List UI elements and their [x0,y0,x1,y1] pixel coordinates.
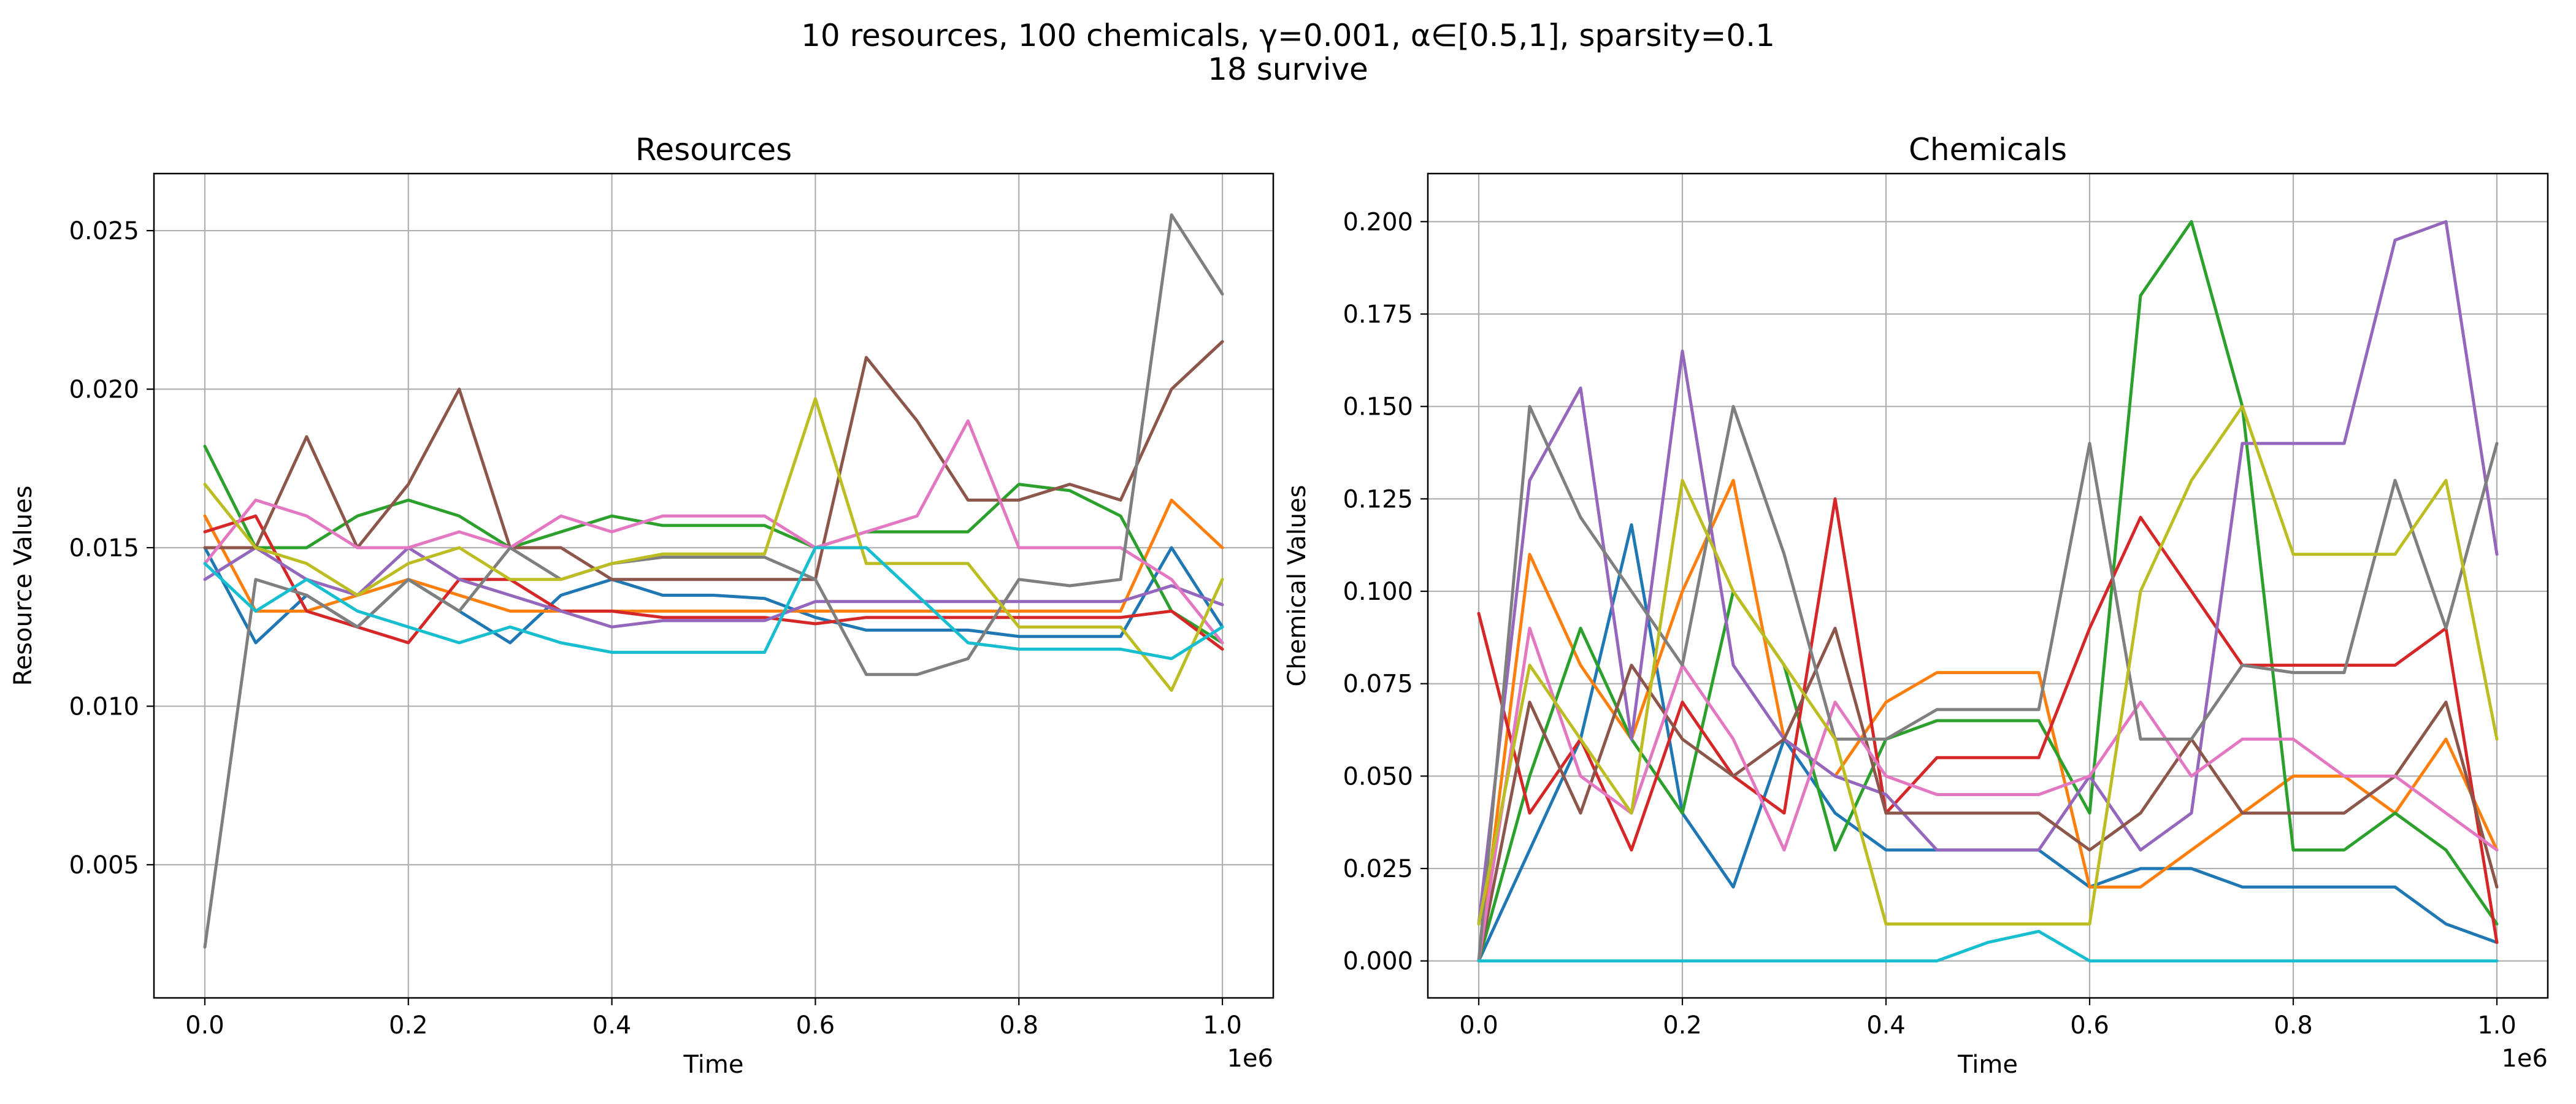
chemicals-x-tick-label: 0.2 [1663,1011,1702,1040]
chemicals-series-line-6 [1477,626,2499,963]
chemicals-y-tick-label: 0.050 [1343,762,1413,791]
resources-axes-frame [153,172,1275,999]
chemicals-x-tick-label: 0.8 [2274,1011,2313,1040]
chemicals-series-line-10 [1477,930,2499,963]
resources-x-tick-label: 0.0 [185,1011,224,1040]
resources-x-tick-label: 0.8 [999,1011,1038,1040]
chemicals-y-tick-label: 0.200 [1343,208,1413,236]
chemicals-axes-frame [1427,172,2549,999]
chemicals-series-line-5 [1477,220,2499,926]
chemicals-title: Chemicals [1909,132,2067,167]
resources-series-group [203,213,1224,949]
resources-y-tick-label: 0.015 [69,534,139,562]
resources-y-tick-label: 0.010 [69,692,139,721]
resources-y-tick-label: 0.005 [69,851,139,880]
resources-panel: Resources Time Resource Values 1e6 0.0 0.… [9,132,1275,1079]
resources-series-line-6 [203,340,1224,581]
chemicals-xlabel: Time [1957,1051,2018,1079]
chemicals-x-tick-label: 1.0 [2477,1011,2517,1040]
chemicals-y-tick-label: 0.175 [1343,301,1413,329]
chemicals-y-tick-label: 0.075 [1343,670,1413,699]
chemicals-panel: Chemicals Time Chemical Values 1e6 0.0 0.… [1283,132,2549,1079]
resources-series-line-2 [203,498,1224,613]
resources-grid [154,174,1273,998]
chemicals-series-line-4 [1477,497,2499,945]
chemicals-x-tick-label: 0.6 [2070,1011,2109,1040]
resources-x-offset-text: 1e6 [1227,1045,1273,1073]
resources-title: Resources [635,132,792,167]
resources-series-line-5 [203,546,1224,629]
figure-suptitle-line1: 10 resources, 100 chemicals, γ=0.001, α∈… [801,18,1775,53]
resources-x-tick-label: 0.4 [592,1011,632,1040]
chemicals-y-tick-label: 0.100 [1343,578,1413,606]
chemicals-x-tick-label: 0.0 [1459,1011,1498,1040]
chemicals-series-group [1477,220,2499,963]
resources-series-line-8 [203,213,1224,949]
chemicals-x-tick-label: 0.4 [1866,1011,1906,1040]
chemicals-y-tick-label: 0.150 [1343,393,1413,421]
resources-series-line-10 [203,546,1224,661]
resources-series-line-9 [203,397,1224,692]
resources-x-tick-label: 0.2 [389,1011,428,1040]
chemicals-y-tick-label: 0.025 [1343,855,1413,883]
resources-ylabel: Resource Values [9,486,37,686]
resources-y-tick-label: 0.020 [69,376,139,404]
chemicals-series-line-7 [1477,626,2499,963]
resources-x-tick-label: 1.0 [1203,1011,1242,1040]
resources-x-tick-label: 0.6 [796,1011,835,1040]
resources-y-tick-label: 0.025 [69,217,139,245]
resources-xlabel: Time [683,1051,744,1079]
chemicals-series-line-8 [1477,405,2499,963]
resources-series-line-7 [203,419,1224,645]
chemicals-y-tick-label: 0.000 [1343,948,1413,976]
chemicals-series-line-9 [1477,405,2499,926]
chemicals-x-offset-text: 1e6 [2501,1045,2548,1073]
figure-suptitle-line2: 18 survive [1208,52,1368,87]
chemicals-grid [1428,174,2548,998]
chemicals-y-tick-label: 0.125 [1343,485,1413,513]
resources-series-line-4 [203,514,1224,651]
chemicals-ylabel: Chemical Values [1283,485,1311,687]
